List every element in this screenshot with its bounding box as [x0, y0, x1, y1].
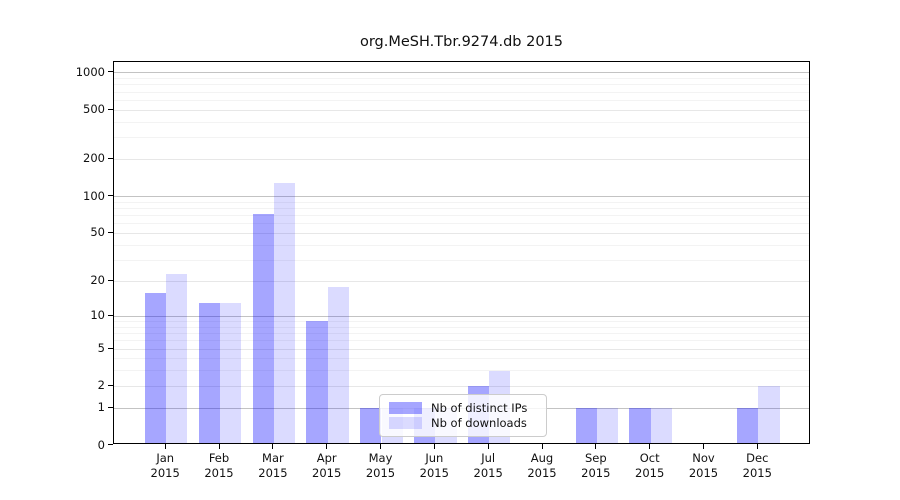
y-tick-label-0: 0	[97, 437, 105, 452]
y-tick-label-2: 2	[97, 378, 105, 393]
x-tick-label-jul-2015: Jul 2015	[473, 451, 503, 480]
x-tick-label-sep-2015: Sep 2015	[581, 451, 611, 480]
y-tick-100	[108, 195, 113, 197]
bar-downloads-apr-2015	[327, 286, 349, 443]
y-tick-label-100: 100	[83, 188, 105, 203]
gridline-700	[114, 91, 809, 93]
y-tick-1000	[108, 71, 113, 73]
legend-entry-downloads: Nb of downloads	[389, 416, 537, 430]
bar-downloads-jan-2015	[166, 274, 188, 443]
bar-distinct-ips-apr-2015	[306, 321, 328, 443]
y-tick-2	[108, 384, 113, 386]
x-tick-5	[433, 444, 435, 449]
legend-swatch-distinct-ips	[389, 402, 422, 414]
x-tick-label-jan-2015: Jan 2015	[150, 451, 180, 480]
y-tick-label-1000: 1000	[75, 64, 105, 79]
gridline-20	[114, 280, 809, 282]
x-tick-label-dec-2015: Dec 2015	[742, 451, 772, 480]
gridline-6	[114, 340, 809, 342]
x-tick-label-apr-2015: Apr 2015	[312, 451, 342, 480]
gridline-7	[114, 332, 809, 334]
gridline-900	[114, 77, 809, 79]
legend-label-distinct-ips: Nb of distinct IPs	[431, 401, 528, 415]
gridline-10	[114, 315, 809, 317]
bar-distinct-ips-feb-2015	[198, 303, 220, 443]
bar-distinct-ips-oct-2015	[629, 408, 651, 443]
gridline-3	[114, 370, 809, 372]
x-tick-label-jun-2015: Jun 2015	[419, 451, 449, 480]
bar-distinct-ips-dec-2015	[737, 408, 759, 443]
bar-distinct-ips-jan-2015	[144, 292, 167, 443]
y-tick-50	[108, 231, 113, 233]
y-tick-label-5: 5	[97, 341, 105, 355]
gridline-30	[114, 259, 809, 261]
x-tick-3	[326, 444, 328, 449]
gridline-2	[114, 385, 809, 387]
bar-distinct-ips-mar-2015	[252, 214, 274, 443]
gridline-600	[114, 99, 809, 101]
x-tick-11	[756, 444, 758, 449]
gridline-4	[114, 358, 809, 360]
x-tick-label-aug-2015: Aug 2015	[527, 451, 557, 480]
gridline-400	[114, 121, 809, 123]
y-tick-label-1: 1	[97, 400, 105, 415]
bar-distinct-ips-sep-2015	[575, 408, 597, 443]
y-tick-label-20: 20	[90, 273, 105, 288]
bar-distinct-ips-may-2015	[360, 408, 382, 443]
y-tick-500	[108, 108, 113, 110]
gridline-1000	[114, 72, 809, 74]
chart-title: org.MeSH.Tbr.9274.db 2015	[359, 34, 563, 50]
gridline-300	[114, 137, 809, 139]
y-tick-5	[108, 347, 113, 349]
x-tick-0	[164, 444, 166, 449]
bar-downloads-dec-2015	[758, 386, 780, 443]
gridline-200	[114, 158, 809, 160]
gridline-80	[114, 208, 809, 209]
y-tick-label-10: 10	[90, 308, 105, 323]
gridline-60	[114, 223, 809, 225]
y-tick-200	[108, 157, 113, 159]
gridline-100	[114, 196, 809, 198]
gridline-70	[114, 215, 809, 217]
x-tick-6	[487, 444, 489, 449]
bar-downloads-feb-2015	[220, 303, 242, 443]
x-tick-10	[703, 444, 704, 449]
x-tick-8	[595, 444, 597, 449]
bar-downloads-oct-2015	[650, 408, 672, 443]
y-tick-20	[108, 279, 113, 281]
gridline-9	[114, 320, 809, 322]
bar-downloads-mar-2015	[273, 182, 296, 443]
x-tick-1	[218, 444, 220, 449]
y-tick-label-500: 500	[83, 102, 105, 117]
y-tick-1	[108, 406, 113, 408]
x-tick-2	[272, 444, 274, 449]
y-tick-10	[108, 314, 113, 316]
legend-swatch-downloads	[389, 417, 422, 429]
gridline-8	[114, 326, 809, 328]
x-tick-7	[541, 444, 543, 449]
gridline-500	[114, 109, 809, 111]
y-tick-label-200: 200	[83, 151, 105, 166]
legend-entry-distinct-ips: Nb of distinct IPs	[389, 401, 537, 415]
x-tick-9	[649, 444, 651, 449]
gridline-800	[114, 84, 809, 86]
gridline-5	[114, 348, 809, 350]
y-tick-0	[108, 444, 113, 446]
x-tick-label-may-2015: May 2015	[365, 451, 396, 480]
x-tick-label-nov-2015: Nov 2015	[688, 451, 719, 480]
legend-label-downloads: Nb of downloads	[431, 416, 527, 430]
gridline-50	[114, 232, 809, 234]
gridline-40	[114, 244, 809, 246]
x-tick-label-mar-2015: Mar 2015	[258, 451, 288, 480]
x-tick-label-feb-2015: Feb 2015	[204, 451, 234, 480]
plot-area: Nb of distinct IPs Nb of downloads	[113, 61, 810, 444]
bar-downloads-sep-2015	[596, 408, 619, 443]
gridline-90	[114, 201, 809, 203]
x-tick-4	[380, 444, 381, 449]
y-tick-label-50: 50	[90, 225, 105, 240]
legend: Nb of distinct IPs Nb of downloads	[379, 394, 547, 437]
plot-canvas: Nb of distinct IPs Nb of downloads	[114, 62, 809, 443]
x-tick-label-oct-2015: Oct 2015	[635, 451, 665, 480]
